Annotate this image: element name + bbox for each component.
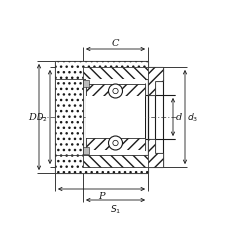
Polygon shape — [55, 62, 147, 80]
Polygon shape — [86, 97, 144, 138]
Text: D: D — [28, 113, 36, 122]
Circle shape — [112, 89, 118, 94]
Polygon shape — [55, 155, 147, 173]
Text: $d_3$: $d_3$ — [187, 111, 198, 124]
Polygon shape — [83, 147, 89, 154]
Text: C: C — [111, 38, 119, 47]
Polygon shape — [86, 85, 144, 97]
Polygon shape — [86, 138, 144, 150]
Polygon shape — [86, 150, 144, 155]
Polygon shape — [86, 80, 144, 85]
Circle shape — [108, 85, 122, 98]
Polygon shape — [147, 139, 162, 167]
Text: P: P — [98, 192, 104, 201]
Polygon shape — [55, 80, 83, 155]
Text: $S_1$: $S_1$ — [109, 203, 121, 215]
Text: $D_2$: $D_2$ — [36, 111, 47, 124]
Circle shape — [112, 141, 118, 146]
Polygon shape — [83, 68, 147, 80]
Polygon shape — [147, 68, 162, 95]
Text: d: d — [175, 113, 181, 122]
Text: $B_1$: $B_1$ — [109, 88, 121, 100]
Circle shape — [108, 136, 122, 150]
Polygon shape — [83, 155, 147, 167]
Polygon shape — [83, 81, 89, 88]
